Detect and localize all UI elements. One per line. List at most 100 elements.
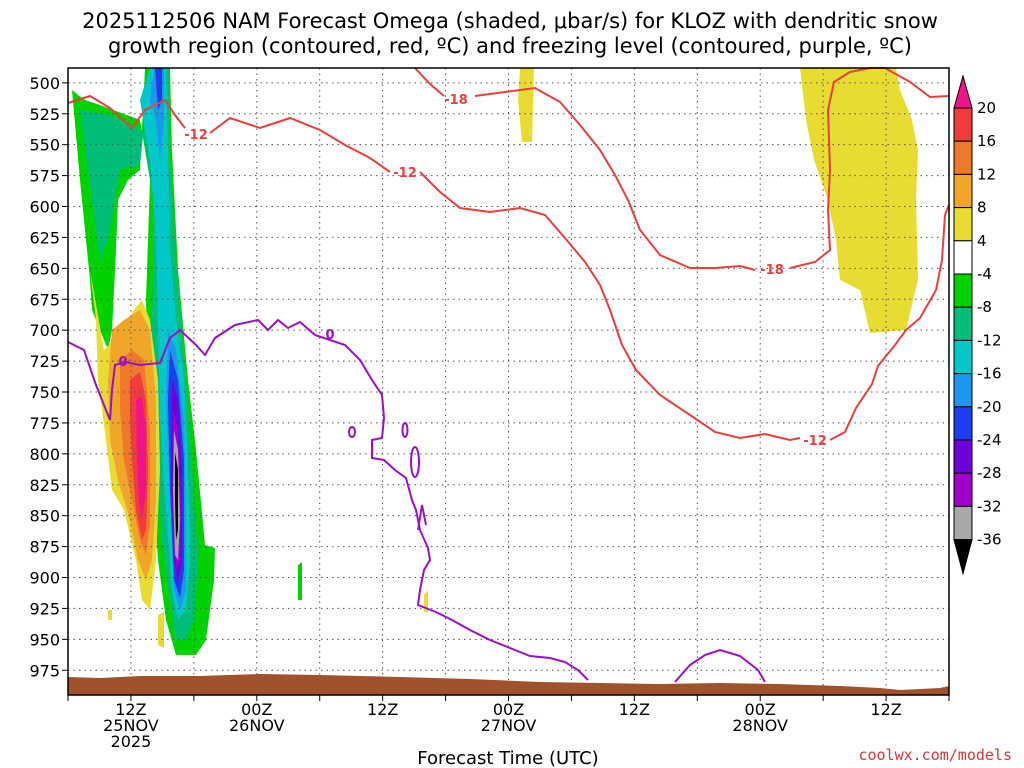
colorbar-tick-label: 20 <box>977 99 996 117</box>
colorbar-swatch <box>953 107 973 142</box>
dendritic-contour-minus12-b <box>419 171 801 442</box>
y-tick-label: 675 <box>29 290 60 309</box>
chart-title-line-2: growth region (contoured, red, ºC) and f… <box>108 34 912 58</box>
chart-title-line-1: 2025112506 NAM Forecast Omega (shaded, μ… <box>82 9 938 33</box>
credit-text: coolwx.com/models <box>858 746 1012 764</box>
colorbar-tick-label: -20 <box>977 398 1002 416</box>
dendritic-contours <box>67 67 950 442</box>
omega-region-black <box>175 452 178 540</box>
dendritic-contour-minus12-a <box>209 116 391 173</box>
colorbar-tick-label: -32 <box>977 497 1002 515</box>
x-tick-label: 12Z <box>870 700 901 719</box>
y-tick-label: 975 <box>29 661 60 680</box>
freezing-contour-ring-3 <box>410 446 420 478</box>
y-tick-label: 800 <box>29 445 60 464</box>
colorbar-swatch <box>953 273 973 308</box>
y-tick-label: 625 <box>29 228 60 247</box>
freezing-contour-ring-1 <box>348 426 356 438</box>
y-tick-label: 700 <box>29 321 60 340</box>
freezing-label-0-mid: 0 <box>325 328 334 343</box>
y-tick-label: 925 <box>29 599 60 618</box>
x-tick-label: 28NOV <box>732 716 788 735</box>
colorbar-tick-label: -12 <box>977 331 1002 349</box>
x-tick-label: 2025 <box>111 732 152 751</box>
colorbar-cap-top <box>953 74 973 109</box>
colorbar-tick-label: -8 <box>977 298 992 316</box>
omega-region-yellow-speck-2 <box>108 610 112 620</box>
dendritic-label-minus12-right: -12 <box>803 434 827 449</box>
x-tick-label: 12Z <box>619 700 650 719</box>
omega-shading <box>72 68 918 655</box>
dendritic-label-minus18-top: -18 <box>444 93 468 108</box>
colorbar-swatch <box>953 306 973 341</box>
y-tick-label: 500 <box>29 74 60 93</box>
y-tick-label: 900 <box>29 569 60 588</box>
y-tick-label: 550 <box>29 136 60 155</box>
freezing-contour-main <box>67 318 589 681</box>
dendritic-contour-labels: -18 -12 -12 -18 -12 <box>184 93 827 449</box>
x-tick-label: 00Z <box>745 700 776 719</box>
freezing-level-contours <box>67 318 766 683</box>
dendritic-contour-minus12-c <box>829 204 950 441</box>
dendritic-label-minus12-left: -12 <box>184 128 208 143</box>
dendritic-contour-minus18-top <box>67 94 186 130</box>
y-tick-label: 750 <box>29 383 60 402</box>
colorbar-swatch <box>953 439 973 474</box>
freezing-contour-spike <box>417 504 427 531</box>
dendritic-label-minus12-mid: -12 <box>393 166 417 181</box>
omega-region-yellow-speck <box>158 612 164 648</box>
colorbar-tick-label: 4 <box>977 232 987 250</box>
omega-region-yellow-upper-1 <box>518 68 534 142</box>
colorbar-swatch <box>953 373 973 408</box>
colorbar-tick-label: -16 <box>977 365 1002 383</box>
colorbar-swatch <box>953 207 973 242</box>
grid-lines <box>68 68 949 695</box>
y-tick-label: 825 <box>29 476 60 495</box>
freezing-contour-labels: 0 0 <box>118 328 334 370</box>
colorbar-tick-label: 12 <box>977 165 996 183</box>
colorbar: 20 16 12 8 4 -4 -8 -12 -16 -20 -24 -28 -32 -36 <box>953 74 1002 576</box>
freezing-label-0-left: 0 <box>118 355 127 370</box>
y-tick-label: 775 <box>29 414 60 433</box>
omega-region-blue <box>155 68 162 110</box>
y-tick-label: 650 <box>29 259 60 278</box>
colorbar-swatch <box>953 406 973 441</box>
dendritic-label-minus18-right: -18 <box>760 263 784 278</box>
freezing-contour-ring-2 <box>401 422 409 438</box>
x-tick-label: 12Z <box>367 700 398 719</box>
dendritic-contour-minus18-b <box>474 86 756 271</box>
y-tick-label: 600 <box>29 198 60 217</box>
y-tick-label: 850 <box>29 507 60 526</box>
x-tick-label: 12Z <box>115 700 146 719</box>
colorbar-swatch <box>953 472 973 507</box>
x-tick-label: 26NOV <box>229 716 285 735</box>
colorbar-swatch <box>953 173 973 209</box>
y-tick-label: 875 <box>29 538 60 557</box>
colorbar-tick-label: 16 <box>977 132 996 150</box>
colorbar-swatch <box>953 339 973 375</box>
colorbar-swatch <box>953 140 973 175</box>
terrain-surface <box>68 674 949 695</box>
colorbar-swatch <box>953 505 973 541</box>
y-tick-label: 575 <box>29 167 60 186</box>
dendritic-contour-minus18-mid <box>414 67 445 97</box>
colorbar-tick-label: -24 <box>977 431 1002 449</box>
omega-region-green-speck <box>298 562 302 600</box>
plot-area: -18 -12 -12 -18 -12 0 0 <box>67 67 950 696</box>
colorbar-swatch <box>953 240 973 275</box>
x-tick-label: 00Z <box>241 700 272 719</box>
colorbar-tick-label: -36 <box>977 531 1002 549</box>
y-tick-label: 725 <box>29 352 60 371</box>
x-tick-label: 00Z <box>493 700 524 719</box>
x-tick-label: 25NOV <box>103 716 159 735</box>
colorbar-tick-label: 8 <box>977 199 987 217</box>
colorbar-cap-bottom <box>953 539 973 576</box>
y-axis: 500 525 550 575 600 625 650 675 700 725 750 775 800 8… <box>29 74 68 680</box>
omega-region-magenta <box>136 396 146 520</box>
omega-region-yellow-speck-3 <box>424 590 428 612</box>
x-axis-label: Forecast Time (UTC) <box>417 748 598 768</box>
x-tick-label: 27NOV <box>481 716 537 735</box>
colorbar-tick-label: -4 <box>977 265 992 283</box>
